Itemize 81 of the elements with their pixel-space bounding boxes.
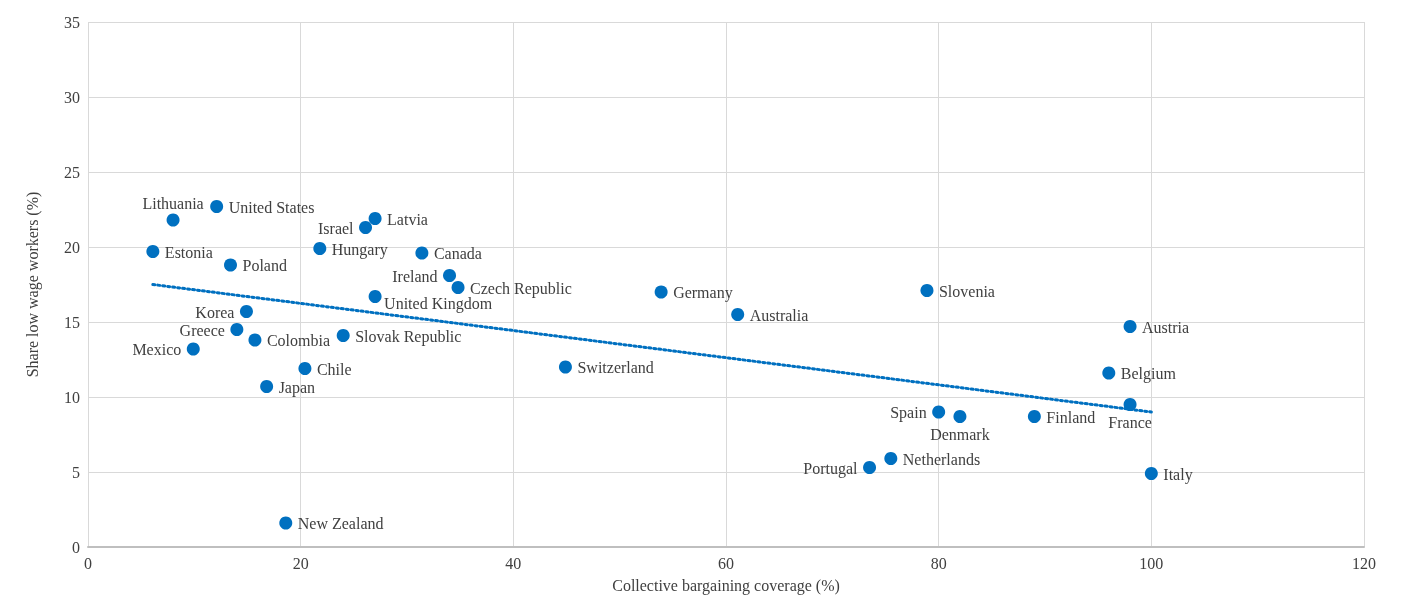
point bbox=[920, 284, 934, 297]
y-tick-label: 25 bbox=[64, 163, 80, 181]
y-tick-label: 0 bbox=[72, 538, 80, 556]
x-tick-label: 100 bbox=[1139, 554, 1164, 572]
y-tick-label: 20 bbox=[64, 238, 80, 256]
x-tick-label: 20 bbox=[292, 554, 309, 572]
annotation: Korea bbox=[195, 303, 235, 321]
x-tick-label: 60 bbox=[718, 554, 734, 572]
annotation: Mexico bbox=[132, 341, 182, 358]
point bbox=[230, 323, 244, 336]
point bbox=[863, 461, 877, 474]
point bbox=[558, 360, 572, 374]
annotation: Israel bbox=[318, 219, 355, 237]
annotation: United Kingdom bbox=[384, 295, 493, 313]
annotation: Belgium bbox=[1120, 365, 1177, 383]
point bbox=[451, 281, 465, 294]
annotation: New Zealand bbox=[297, 515, 384, 532]
y-tick-label: 35 bbox=[64, 13, 80, 31]
point bbox=[279, 516, 293, 530]
point bbox=[239, 305, 253, 318]
point bbox=[146, 245, 160, 258]
point bbox=[1123, 398, 1137, 411]
annotation: Netherlands bbox=[902, 450, 981, 468]
annotation: Poland bbox=[242, 257, 287, 274]
point bbox=[884, 452, 898, 465]
annotation: Czech Republic bbox=[470, 279, 572, 298]
point bbox=[415, 246, 429, 260]
point bbox=[260, 380, 274, 393]
annotation: Portugal bbox=[803, 459, 859, 478]
point bbox=[224, 258, 237, 272]
point bbox=[368, 290, 382, 303]
annotation: Latvia bbox=[387, 210, 428, 228]
annotation: Canada bbox=[433, 245, 482, 262]
y-tick-label: 30 bbox=[64, 88, 80, 106]
x-axis-title: Collective bargaining coverage (%) bbox=[612, 576, 840, 595]
point bbox=[368, 212, 382, 225]
annotation: Finland bbox=[1046, 408, 1096, 426]
annotation: Spain bbox=[890, 404, 927, 422]
point bbox=[654, 285, 668, 299]
x-tick-label: 40 bbox=[505, 554, 522, 572]
point bbox=[298, 362, 312, 375]
x-tick-label: 80 bbox=[930, 554, 947, 572]
point bbox=[336, 329, 350, 342]
point bbox=[932, 405, 946, 419]
annotation: Chile bbox=[316, 360, 352, 378]
annotation: Austria bbox=[1142, 318, 1190, 336]
y-tick-label: 10 bbox=[64, 388, 80, 406]
annotation: Germany bbox=[673, 284, 733, 302]
y-axis-title: Share low wage workers (%) bbox=[23, 191, 42, 378]
annotation: Estonia bbox=[164, 243, 213, 261]
point bbox=[443, 269, 457, 282]
annotation: Lithuania bbox=[142, 194, 204, 212]
point bbox=[248, 333, 262, 347]
annotation: Australia bbox=[749, 306, 809, 324]
annotation: Japan bbox=[278, 378, 316, 397]
point bbox=[313, 242, 327, 255]
annotation: Slovak Republic bbox=[355, 327, 462, 346]
point bbox=[166, 213, 180, 227]
point bbox=[186, 342, 200, 356]
annotation: Hungary bbox=[331, 240, 388, 259]
x-tick-label: 120 bbox=[1352, 554, 1376, 572]
annotation: Slovenia bbox=[938, 282, 995, 300]
point bbox=[1144, 467, 1158, 480]
point bbox=[210, 200, 224, 213]
x-tick-label: 0 bbox=[84, 554, 92, 572]
annotation: Italy bbox=[1163, 465, 1193, 484]
y-tick-label: 15 bbox=[64, 313, 80, 331]
annotation: Denmark bbox=[930, 426, 990, 443]
point bbox=[1027, 410, 1041, 423]
annotation: United States bbox=[228, 198, 315, 216]
point bbox=[1123, 320, 1137, 333]
annotation: Ireland bbox=[392, 267, 438, 285]
annotation: Greece bbox=[179, 321, 225, 339]
point bbox=[953, 410, 967, 423]
annotation: Switzerland bbox=[577, 359, 654, 376]
y-tick-label: 5 bbox=[72, 463, 80, 481]
point bbox=[731, 308, 745, 321]
point bbox=[1102, 366, 1116, 380]
point bbox=[359, 221, 373, 234]
annotation: France bbox=[1108, 414, 1152, 431]
annotation: Colombia bbox=[266, 332, 331, 349]
